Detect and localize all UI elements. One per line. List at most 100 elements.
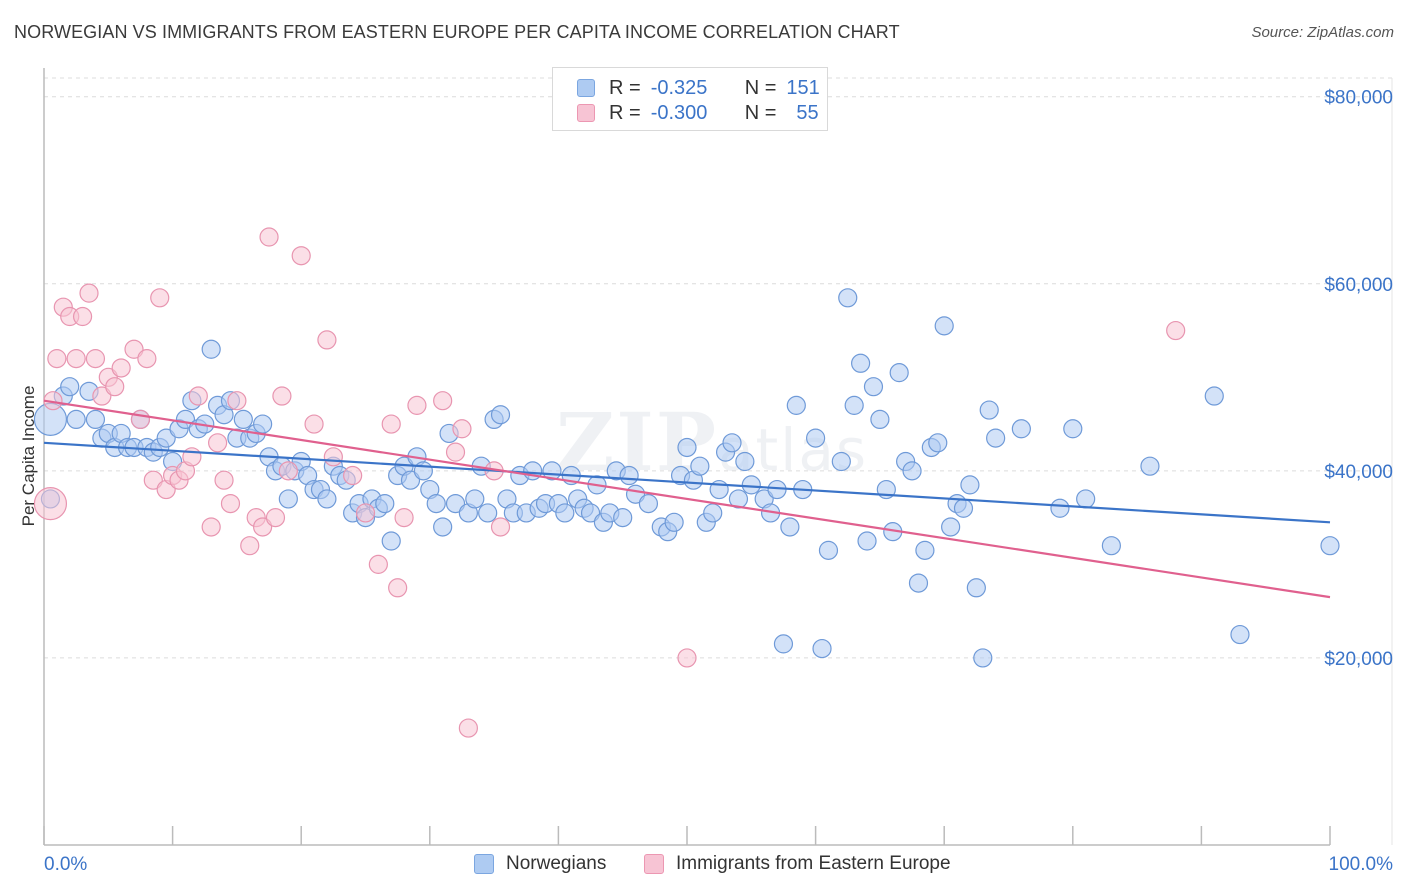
norwegians-point <box>1050 498 1070 518</box>
immigrants-point <box>407 395 427 415</box>
immigrants-point <box>368 554 388 574</box>
immigrants-point <box>452 419 472 439</box>
immigrants-point <box>105 377 125 397</box>
norwegians-point <box>1320 536 1340 556</box>
immigrants-point <box>265 508 286 528</box>
immigrants-point <box>79 283 99 303</box>
x-tick-label: 100.0% <box>1329 854 1394 875</box>
immigrants-point <box>124 339 144 359</box>
norwegians-point <box>426 493 446 514</box>
immigrants-point <box>259 227 279 247</box>
chart-source: Source: ZipAtlas.com <box>1251 24 1394 41</box>
norwegians-point <box>741 475 761 495</box>
norwegians-point <box>870 409 890 430</box>
legend-n-label: N = <box>744 101 777 124</box>
norwegians-point <box>619 465 639 486</box>
bottom-legend-swatch-pink <box>644 854 664 874</box>
norwegians-point <box>934 316 954 336</box>
norwegians-trend-line <box>43 441 1331 524</box>
norwegians-point <box>580 503 601 523</box>
x-tick-label: 0.0% <box>44 854 87 875</box>
immigrants-point <box>1166 320 1186 341</box>
norwegians-point <box>638 493 659 514</box>
legend-n-value: 55 <box>796 101 819 124</box>
immigrants-point <box>388 578 408 598</box>
watermark-light: atlas <box>717 416 869 484</box>
norwegians-point <box>728 489 749 509</box>
norwegians-point <box>722 433 742 453</box>
norwegians-point <box>1101 536 1121 556</box>
immigrants-point <box>677 648 697 668</box>
norwegians-point <box>773 634 794 654</box>
immigrants-point <box>253 517 273 537</box>
norwegians-point <box>413 461 433 481</box>
norwegians-point <box>1204 386 1224 406</box>
y-tick-label: $60,000 <box>1324 275 1393 296</box>
trend-lines <box>43 399 1331 599</box>
immigrants-point <box>111 358 131 378</box>
norwegians-point <box>960 475 980 495</box>
legend-swatch-pink <box>577 104 595 122</box>
norwegians-point <box>1230 624 1250 645</box>
correlation-legend: R = -0.325 N = 151 R = -0.300 N = 55 <box>552 67 828 131</box>
immigrants-point <box>47 349 67 369</box>
norwegians-point <box>941 517 961 537</box>
norwegians-point <box>60 377 80 397</box>
norwegians-point <box>831 451 851 472</box>
norwegians-point <box>857 531 877 551</box>
y-axis-label: Per Capita Income <box>19 386 38 527</box>
immigrants-point <box>433 391 453 411</box>
norwegians-point <box>278 489 298 509</box>
y-tick-label: $40,000 <box>1324 462 1393 483</box>
norwegians-point <box>986 428 1006 448</box>
bottom-legend-swatch-blue <box>474 854 494 874</box>
immigrants-point <box>85 349 106 369</box>
bottom-legend-immigrants: Immigrants from Eastern Europe <box>644 852 951 876</box>
norwegians-point <box>690 456 710 476</box>
y-tick-label: $80,000 <box>1324 88 1393 109</box>
norwegians-point <box>851 353 871 373</box>
legend-swatch-blue <box>577 79 595 97</box>
y-tick-label: $20,000 <box>1324 649 1393 670</box>
immigrants-point <box>66 349 86 369</box>
norwegians-point <box>465 489 485 509</box>
norwegians-point <box>838 288 858 308</box>
norwegians-point <box>555 503 575 523</box>
norwegians-point <box>812 638 832 659</box>
bottom-legend-label: Norwegians <box>506 853 607 874</box>
immigrants-point <box>227 391 247 411</box>
norwegians-point <box>703 503 723 523</box>
norwegians-point <box>381 531 401 551</box>
immigrants-point <box>130 409 151 430</box>
norwegians-point <box>253 414 273 434</box>
norwegians-point <box>433 517 453 537</box>
norwegians-point <box>953 498 974 518</box>
norwegians-point <box>400 470 421 490</box>
norwegians-point <box>1011 419 1031 439</box>
immigrants-point <box>445 442 466 462</box>
series-immigrants-points <box>33 227 1186 738</box>
grid-lines <box>44 77 1393 845</box>
immigrants-point <box>381 414 401 434</box>
immigrants-point <box>33 486 68 521</box>
norwegians-point <box>201 339 221 359</box>
immigrants-point <box>137 349 157 369</box>
immigrants-point <box>490 517 511 537</box>
norwegians-point <box>889 363 909 383</box>
immigrants-point <box>394 508 414 528</box>
norwegians-point <box>908 573 929 593</box>
legend-r-value: -0.325 <box>650 76 708 99</box>
norwegians-point <box>156 428 176 448</box>
immigrants-point <box>150 288 170 308</box>
chart-title: NORWEGIAN VS IMMIGRANTS FROM EASTERN EUR… <box>14 22 900 42</box>
immigrants-point <box>272 386 292 406</box>
norwegians-point <box>844 395 864 415</box>
norwegians-point <box>805 428 826 448</box>
norwegians-point <box>1076 489 1096 509</box>
norwegians-point <box>786 395 806 415</box>
legend-row-norwegians: R = -0.325 N = 151 <box>577 76 820 100</box>
legend-r-label: R = <box>609 101 641 124</box>
norwegians-point <box>677 437 697 458</box>
norwegians-point <box>233 409 253 430</box>
